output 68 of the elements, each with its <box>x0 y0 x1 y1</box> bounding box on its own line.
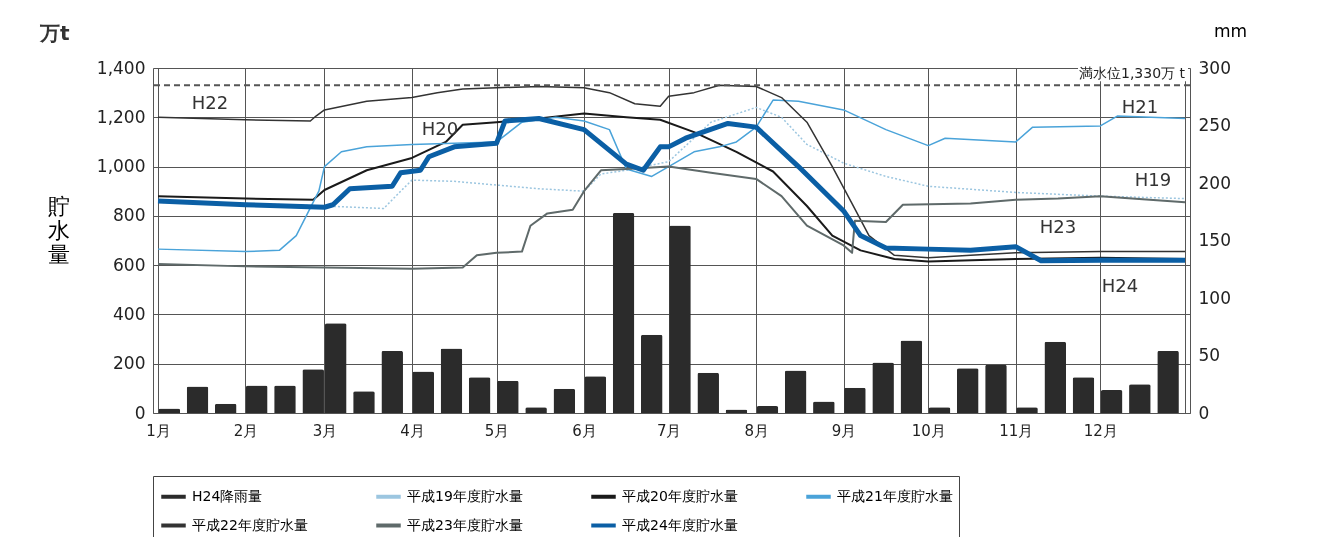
x-tick-label: 3月 <box>312 421 338 440</box>
bar <box>872 362 894 413</box>
y2-tick-label: 150 <box>1198 230 1231 250</box>
y-tick-label: 200 <box>113 353 146 374</box>
x-tick-label: 10月 <box>911 421 946 440</box>
annotation: H19 <box>1134 169 1172 190</box>
bar <box>1129 384 1151 413</box>
bar <box>784 370 807 413</box>
bar <box>1157 350 1179 413</box>
legend-label: 平成24年度貯水量 <box>622 516 738 533</box>
y-tick-label: 1,200 <box>96 106 146 127</box>
legend-label: 平成22年度貯水量 <box>192 516 308 533</box>
bar <box>640 334 663 413</box>
y-axis-title: 貯水量 <box>47 193 70 267</box>
ref-line-label: 満水位1,330万 t <box>1078 65 1186 82</box>
x-tick-label: 4月 <box>400 421 425 440</box>
bar <box>844 387 866 413</box>
y-tick-label: 1,400 <box>96 57 146 78</box>
y2-tick-label: 200 <box>1198 172 1231 193</box>
bar <box>985 364 1007 413</box>
bar <box>497 380 519 413</box>
annotation: H22 <box>191 92 229 113</box>
legend-label: 平成21年度貯水量 <box>837 487 953 504</box>
y2-axis-title: mm <box>1213 20 1248 41</box>
y2-tick-label: 250 <box>1198 115 1231 135</box>
bar <box>1100 390 1123 413</box>
legend-label: 平成19年度貯水量 <box>407 487 523 504</box>
y-tick-label: 1,000 <box>96 156 146 177</box>
y2-tick-label: 100 <box>1198 287 1231 308</box>
bar <box>756 406 779 413</box>
bar <box>468 377 491 413</box>
bar <box>324 323 347 413</box>
y-tick-label: 800 <box>113 205 146 226</box>
x-tick-label: 5月 <box>484 421 510 440</box>
bar <box>956 368 979 413</box>
x-tick-label: 12月 <box>1083 421 1118 440</box>
annotation: H20 <box>421 118 459 139</box>
x-tick-label: 7月 <box>656 421 682 440</box>
bar <box>412 371 435 413</box>
x-tick-label: 11月 <box>999 421 1034 440</box>
y2-tick-label: 0 <box>1198 402 1210 423</box>
bar <box>900 340 923 413</box>
text: 万t <box>39 21 70 45</box>
y-tick-label: 400 <box>113 303 146 324</box>
y-tick-label: 600 <box>113 254 146 275</box>
x-tick-label: 2月 <box>233 421 259 440</box>
bar <box>612 212 635 413</box>
bar <box>1072 377 1095 413</box>
bar <box>553 388 576 413</box>
y2-tick-label: 300 <box>1198 57 1231 78</box>
legend-label: 平成23年度貯水量 <box>407 516 523 533</box>
bar <box>697 372 719 413</box>
bar <box>381 350 403 413</box>
x-tick-label: 6月 <box>572 421 597 440</box>
bar <box>440 348 463 413</box>
bar <box>669 225 691 413</box>
bar <box>584 376 607 413</box>
x-tick-label: 8月 <box>744 421 769 440</box>
x-tick-label: 1月 <box>146 421 171 440</box>
y2-tick-label: 50 <box>1198 345 1221 365</box>
legend-label: 平成20年度貯水量 <box>622 487 738 504</box>
legend-label: H24降雨量 <box>192 487 263 504</box>
annotation: H24 <box>1101 275 1139 296</box>
y-tick-label: 0 <box>134 402 146 423</box>
x-tick-label: 9月 <box>831 421 857 440</box>
bar <box>1044 341 1067 413</box>
annotation: H23 <box>1039 216 1077 237</box>
annotation: H21 <box>1121 96 1159 117</box>
